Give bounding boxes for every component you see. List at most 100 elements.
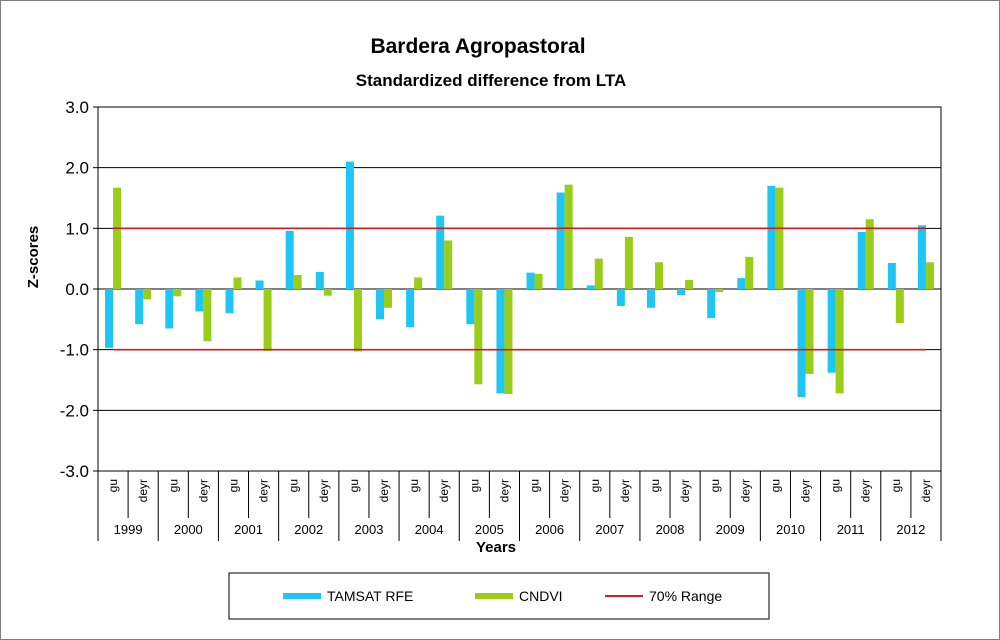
bar-cndvi bbox=[534, 273, 543, 289]
bar-cndvi bbox=[775, 187, 784, 289]
bar-cndvi bbox=[263, 289, 272, 351]
bar-cndvi bbox=[113, 187, 122, 289]
bar-cndvi bbox=[685, 279, 694, 289]
bar-tamsat bbox=[285, 230, 294, 289]
y-tick-label: 0.0 bbox=[65, 280, 89, 299]
bar-cndvi bbox=[173, 289, 182, 297]
bar-tamsat bbox=[616, 289, 625, 306]
legend-swatch-tamsat bbox=[283, 593, 321, 599]
bar-cndvi bbox=[654, 262, 663, 289]
season-label: gu bbox=[347, 479, 361, 492]
bar-cndvi bbox=[504, 289, 513, 394]
y-tick-label: 3.0 bbox=[65, 98, 89, 117]
y-tick-label: 2.0 bbox=[65, 159, 89, 178]
year-label: 2003 bbox=[355, 522, 384, 537]
bar-tamsat bbox=[767, 185, 776, 289]
season-label: gu bbox=[768, 479, 782, 492]
bar-tamsat bbox=[165, 289, 174, 329]
bar-cndvi bbox=[624, 236, 633, 289]
bar-tamsat bbox=[135, 289, 144, 325]
year-label: 2010 bbox=[776, 522, 805, 537]
bar-tamsat bbox=[105, 289, 114, 348]
bar-tamsat bbox=[827, 289, 836, 373]
chart-title: Bardera Agropastoral bbox=[370, 35, 585, 58]
bar-tamsat bbox=[526, 272, 535, 289]
bar-cndvi bbox=[835, 289, 844, 394]
season-label: deyr bbox=[558, 479, 572, 502]
bar-tamsat bbox=[315, 272, 324, 289]
bar-cndvi bbox=[293, 275, 302, 289]
season-label: deyr bbox=[317, 479, 331, 502]
year-label: 2009 bbox=[716, 522, 745, 537]
season-label: deyr bbox=[437, 479, 451, 502]
bar-cndvi bbox=[233, 277, 242, 289]
year-label: 2000 bbox=[174, 522, 203, 537]
bar-tamsat bbox=[556, 192, 565, 289]
season-label: deyr bbox=[377, 479, 391, 502]
y-axis-label: Z-scores bbox=[25, 226, 42, 289]
gridlines bbox=[93, 106, 941, 472]
bar-cndvi bbox=[143, 289, 152, 300]
bar-tamsat bbox=[887, 262, 896, 289]
x-axis-categories: gu deyr 1999 gu deyr 2000 gu deyr 2001 gu deyr 2002… bbox=[97, 471, 942, 541]
bar-cndvi bbox=[865, 219, 874, 289]
range-lines bbox=[113, 227, 926, 351]
season-label: gu bbox=[226, 479, 240, 492]
bar-tamsat bbox=[436, 215, 445, 289]
y-tick-label: 1.0 bbox=[65, 219, 89, 238]
season-label: deyr bbox=[678, 479, 692, 502]
year-label: 2001 bbox=[234, 522, 263, 537]
bar-cndvi bbox=[384, 289, 393, 308]
bar-tamsat bbox=[917, 225, 926, 289]
year-label: 2007 bbox=[595, 522, 624, 537]
bar-tamsat bbox=[225, 289, 234, 314]
season-label: gu bbox=[528, 479, 542, 492]
season-label: deyr bbox=[919, 479, 933, 502]
bar-cndvi bbox=[564, 184, 573, 289]
year-label: 2006 bbox=[535, 522, 564, 537]
bar-tamsat bbox=[376, 289, 385, 320]
season-label: gu bbox=[829, 479, 843, 492]
bar-cndvi bbox=[474, 289, 483, 385]
legend-label-tamsat: TAMSAT RFE bbox=[327, 588, 413, 604]
bar-tamsat bbox=[586, 285, 595, 289]
season-label: deyr bbox=[497, 479, 511, 502]
season-label: gu bbox=[106, 479, 120, 492]
bar-tamsat bbox=[195, 289, 204, 312]
bar-tamsat bbox=[646, 289, 655, 308]
season-label: gu bbox=[889, 479, 903, 492]
bar-tamsat bbox=[677, 289, 686, 296]
bar-tamsat bbox=[797, 289, 806, 397]
bar-cndvi bbox=[715, 289, 724, 293]
y-tick-label: -2.0 bbox=[60, 401, 89, 420]
bar-cndvi bbox=[444, 240, 453, 289]
year-label: 2005 bbox=[475, 522, 504, 537]
year-label: 2008 bbox=[656, 522, 685, 537]
season-label: gu bbox=[648, 479, 662, 492]
y-tick-label: -3.0 bbox=[60, 462, 89, 481]
bar-cndvi bbox=[203, 289, 212, 342]
bar-cndvi bbox=[414, 277, 423, 289]
bar-tamsat bbox=[737, 278, 746, 289]
bar-tamsat bbox=[466, 289, 475, 325]
year-label: 2004 bbox=[415, 522, 444, 537]
bar-cndvi bbox=[594, 258, 603, 289]
bar-tamsat bbox=[707, 289, 716, 319]
season-label: gu bbox=[287, 479, 301, 492]
season-label: gu bbox=[588, 479, 602, 492]
season-label: deyr bbox=[799, 479, 813, 502]
season-label: deyr bbox=[859, 479, 873, 502]
bar-cndvi bbox=[925, 262, 934, 289]
legend-swatch-cndvi bbox=[475, 593, 513, 599]
year-label: 2011 bbox=[837, 522, 865, 537]
bar-tamsat bbox=[345, 161, 354, 289]
year-label: 2012 bbox=[896, 522, 925, 537]
season-label: gu bbox=[467, 479, 481, 492]
x-axis-label: Years bbox=[476, 539, 516, 556]
bar-cndvi bbox=[805, 289, 814, 374]
bar-cndvi bbox=[895, 289, 904, 323]
year-label: 2002 bbox=[294, 522, 323, 537]
bar-tamsat bbox=[857, 231, 866, 289]
